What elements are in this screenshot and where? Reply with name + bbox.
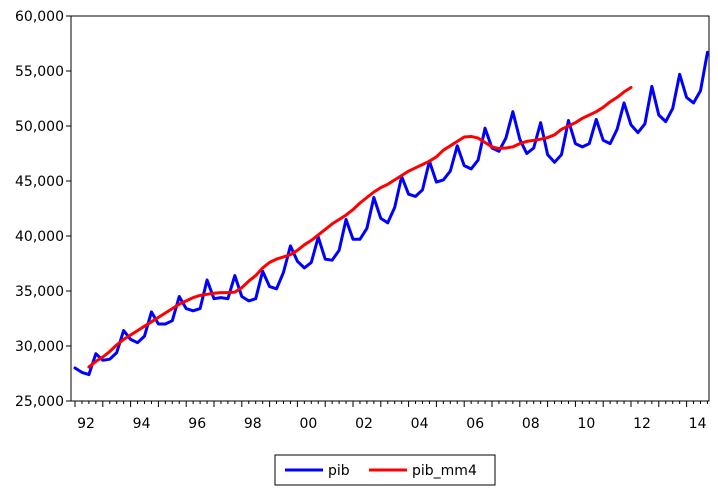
- x-tick-label: 10: [577, 416, 595, 432]
- x-tick-label: 02: [355, 416, 373, 432]
- y-tick-label: 25,000: [15, 394, 64, 410]
- y-axis: 25,000 30,000 35,000 40,000 45,000 50,000 55,0…: [15, 9, 71, 410]
- x-tick-label: 92: [77, 416, 95, 432]
- y-tick-label: 35,000: [15, 284, 64, 300]
- x-tick-label: 04: [411, 416, 429, 432]
- y-tick-label: 40,000: [15, 229, 64, 245]
- x-tick-label: 00: [299, 416, 317, 432]
- legend: pib pib_mm4: [274, 454, 496, 486]
- series-layer: [73, 50, 709, 377]
- y-tick-label: 55,000: [15, 64, 64, 80]
- x-tick-label: 96: [188, 416, 206, 432]
- y-tick-label: 50,000: [15, 119, 64, 135]
- x-tick-label: 14: [689, 416, 707, 432]
- x-tick-label: 98: [244, 416, 262, 432]
- x-tick-label: 94: [133, 416, 151, 432]
- y-tick-label: 60,000: [15, 9, 64, 25]
- x-tick-label: 08: [522, 416, 540, 432]
- y-tick-label: 45,000: [15, 174, 64, 190]
- y-tick-label: 30,000: [15, 339, 64, 355]
- series-line-pib-mm4: [87, 86, 633, 369]
- plot-area: [70, 15, 710, 402]
- series-line-pib: [73, 50, 709, 377]
- x-tick-label: 12: [633, 416, 651, 432]
- legend-label-pib-mm4: pib_mm4: [412, 463, 477, 479]
- x-axis: 92 94 96 98 00 02 04 06 08 10 12 14: [74, 401, 708, 432]
- legend-label-pib: pib: [328, 463, 350, 479]
- plot-border: [70, 15, 710, 402]
- x-tick-label: 06: [466, 416, 484, 432]
